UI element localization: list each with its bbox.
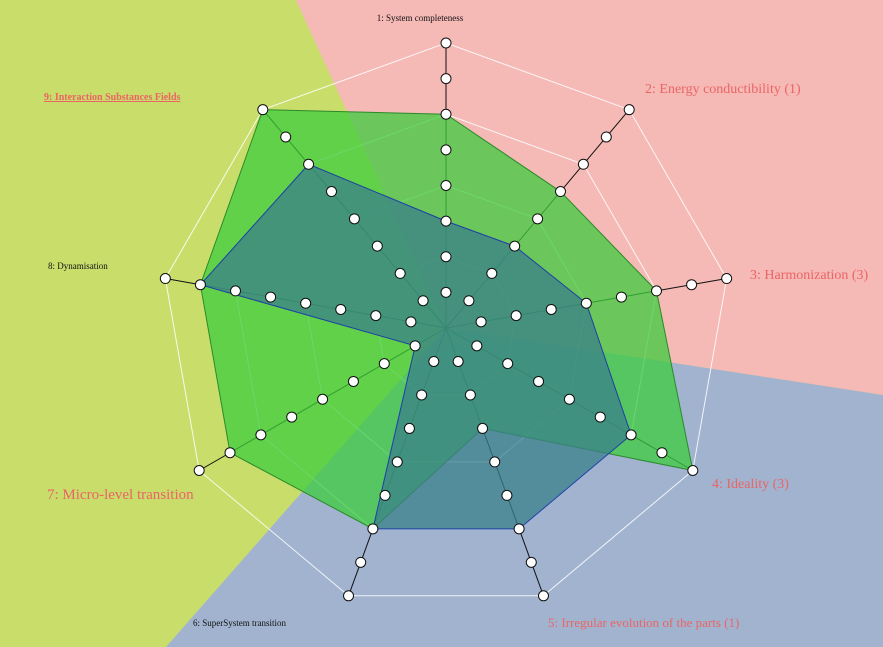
axis-marker-2-1 — [463, 295, 475, 307]
axis-marker-3-5 — [615, 291, 627, 303]
axis-marker-3-8 — [721, 273, 733, 285]
axis-marker-1-1 — [440, 286, 452, 298]
axis-marker-7-5 — [286, 411, 298, 423]
axis-marker-2-6 — [577, 158, 589, 170]
axis-marker-1-4 — [440, 180, 452, 191]
axis-marker-9-6 — [303, 158, 315, 170]
axis-label-5: 5: Irregular evolution of the parts (1) — [548, 615, 739, 630]
axis-marker-6-8 — [343, 590, 355, 602]
axis-marker-4-6 — [625, 429, 637, 441]
axis-marker-6-2 — [416, 389, 428, 401]
axis-marker-2-7 — [600, 131, 612, 143]
axis-marker-1-5 — [440, 144, 452, 156]
axis-marker-8-4 — [300, 297, 312, 309]
axis-marker-8-1 — [405, 316, 417, 328]
axis-marker-9-8 — [257, 104, 269, 116]
axis-marker-7-3 — [347, 375, 359, 387]
axis-marker-8-6 — [229, 285, 241, 297]
axis-marker-4-3 — [533, 375, 545, 387]
axis-marker-6-7 — [355, 556, 367, 568]
axis-marker-8-7 — [194, 279, 206, 291]
axis-marker-4-5 — [594, 411, 606, 423]
axis-marker-1-7 — [440, 73, 452, 85]
axis-marker-7-2 — [378, 358, 390, 370]
axis-marker-3-3 — [545, 303, 557, 315]
axis-marker-9-1 — [417, 295, 429, 307]
axis-labels: 1: System completeness 2: Energy conducti… — [44, 13, 869, 630]
axis-marker-5-1 — [452, 355, 464, 367]
axis-marker-2-5 — [554, 186, 566, 198]
axis-marker-5-2 — [464, 389, 476, 401]
axis-marker-8-5 — [265, 291, 277, 303]
axis-marker-3-4 — [580, 297, 592, 309]
axis-marker-2-8 — [623, 104, 635, 116]
axis-label-6: 6: SuperSystem transition — [193, 618, 286, 628]
axis-marker-3-7 — [686, 279, 698, 291]
grid-ring-4 — [164, 42, 728, 597]
axis-marker-6-5 — [379, 489, 391, 501]
axis-marker-4-7 — [656, 447, 668, 459]
axis-marker-7-8 — [193, 465, 205, 476]
axis-label-2: 2: Energy conductibility (1) — [645, 82, 801, 97]
axis-marker-6-3 — [403, 422, 415, 434]
axis-marker-7-1 — [409, 340, 421, 352]
axis-marker-8-2 — [370, 310, 382, 322]
axis-marker-5-3 — [477, 422, 489, 434]
axis-marker-2-4 — [532, 213, 544, 225]
axis-marker-1-6 — [440, 108, 452, 120]
axis-marker-5-7 — [525, 556, 537, 568]
axis-marker-2-3 — [509, 240, 521, 252]
axis-marker-4-8 — [687, 465, 699, 476]
axis-marker-5-5 — [501, 489, 513, 501]
axis-marker-6-1 — [428, 355, 440, 367]
axis-marker-5-6 — [513, 523, 525, 535]
axis-marker-1-3 — [440, 215, 452, 227]
axis-marker-9-7 — [280, 131, 292, 143]
axis-label-4: 4: Ideality (3) — [712, 477, 789, 492]
axis-marker-9-2 — [394, 267, 406, 279]
axis-marker-4-1 — [471, 340, 483, 352]
axis-marker-7-7 — [224, 447, 236, 459]
axis-marker-1-2 — [440, 251, 452, 263]
axis-marker-4-2 — [502, 358, 514, 370]
axis-marker-9-5 — [326, 186, 338, 198]
axis-marker-6-4 — [391, 456, 403, 468]
axis-label-7: 7: Micro-level transition — [47, 487, 194, 503]
axis-point-markers — [159, 37, 733, 602]
axis-label-3: 3: Harmonization (3) — [750, 268, 869, 283]
axis-marker-4-4 — [563, 393, 575, 405]
axis-marker-8-3 — [335, 303, 347, 315]
axis-marker-8-8 — [159, 273, 171, 285]
axis-marker-1-8 — [440, 37, 452, 49]
axis-marker-3-1 — [475, 316, 487, 328]
axis-label-9: 9: Interaction Substances Fields — [44, 92, 181, 103]
axis-marker-5-8 — [537, 590, 549, 602]
axis-marker-9-4 — [348, 213, 360, 225]
axis-marker-3-6 — [651, 285, 663, 297]
axis-marker-5-4 — [489, 456, 501, 468]
axis-marker-7-6 — [255, 429, 267, 441]
axis-marker-2-2 — [486, 267, 498, 279]
axis-label-8: 8: Dynamisation — [48, 261, 108, 271]
axis-marker-7-4 — [317, 393, 329, 405]
axis-marker-3-2 — [510, 310, 522, 322]
axis-marker-6-6 — [367, 523, 379, 535]
axis-marker-9-3 — [371, 240, 383, 252]
axis-label-1: 1: System completeness — [377, 13, 464, 23]
